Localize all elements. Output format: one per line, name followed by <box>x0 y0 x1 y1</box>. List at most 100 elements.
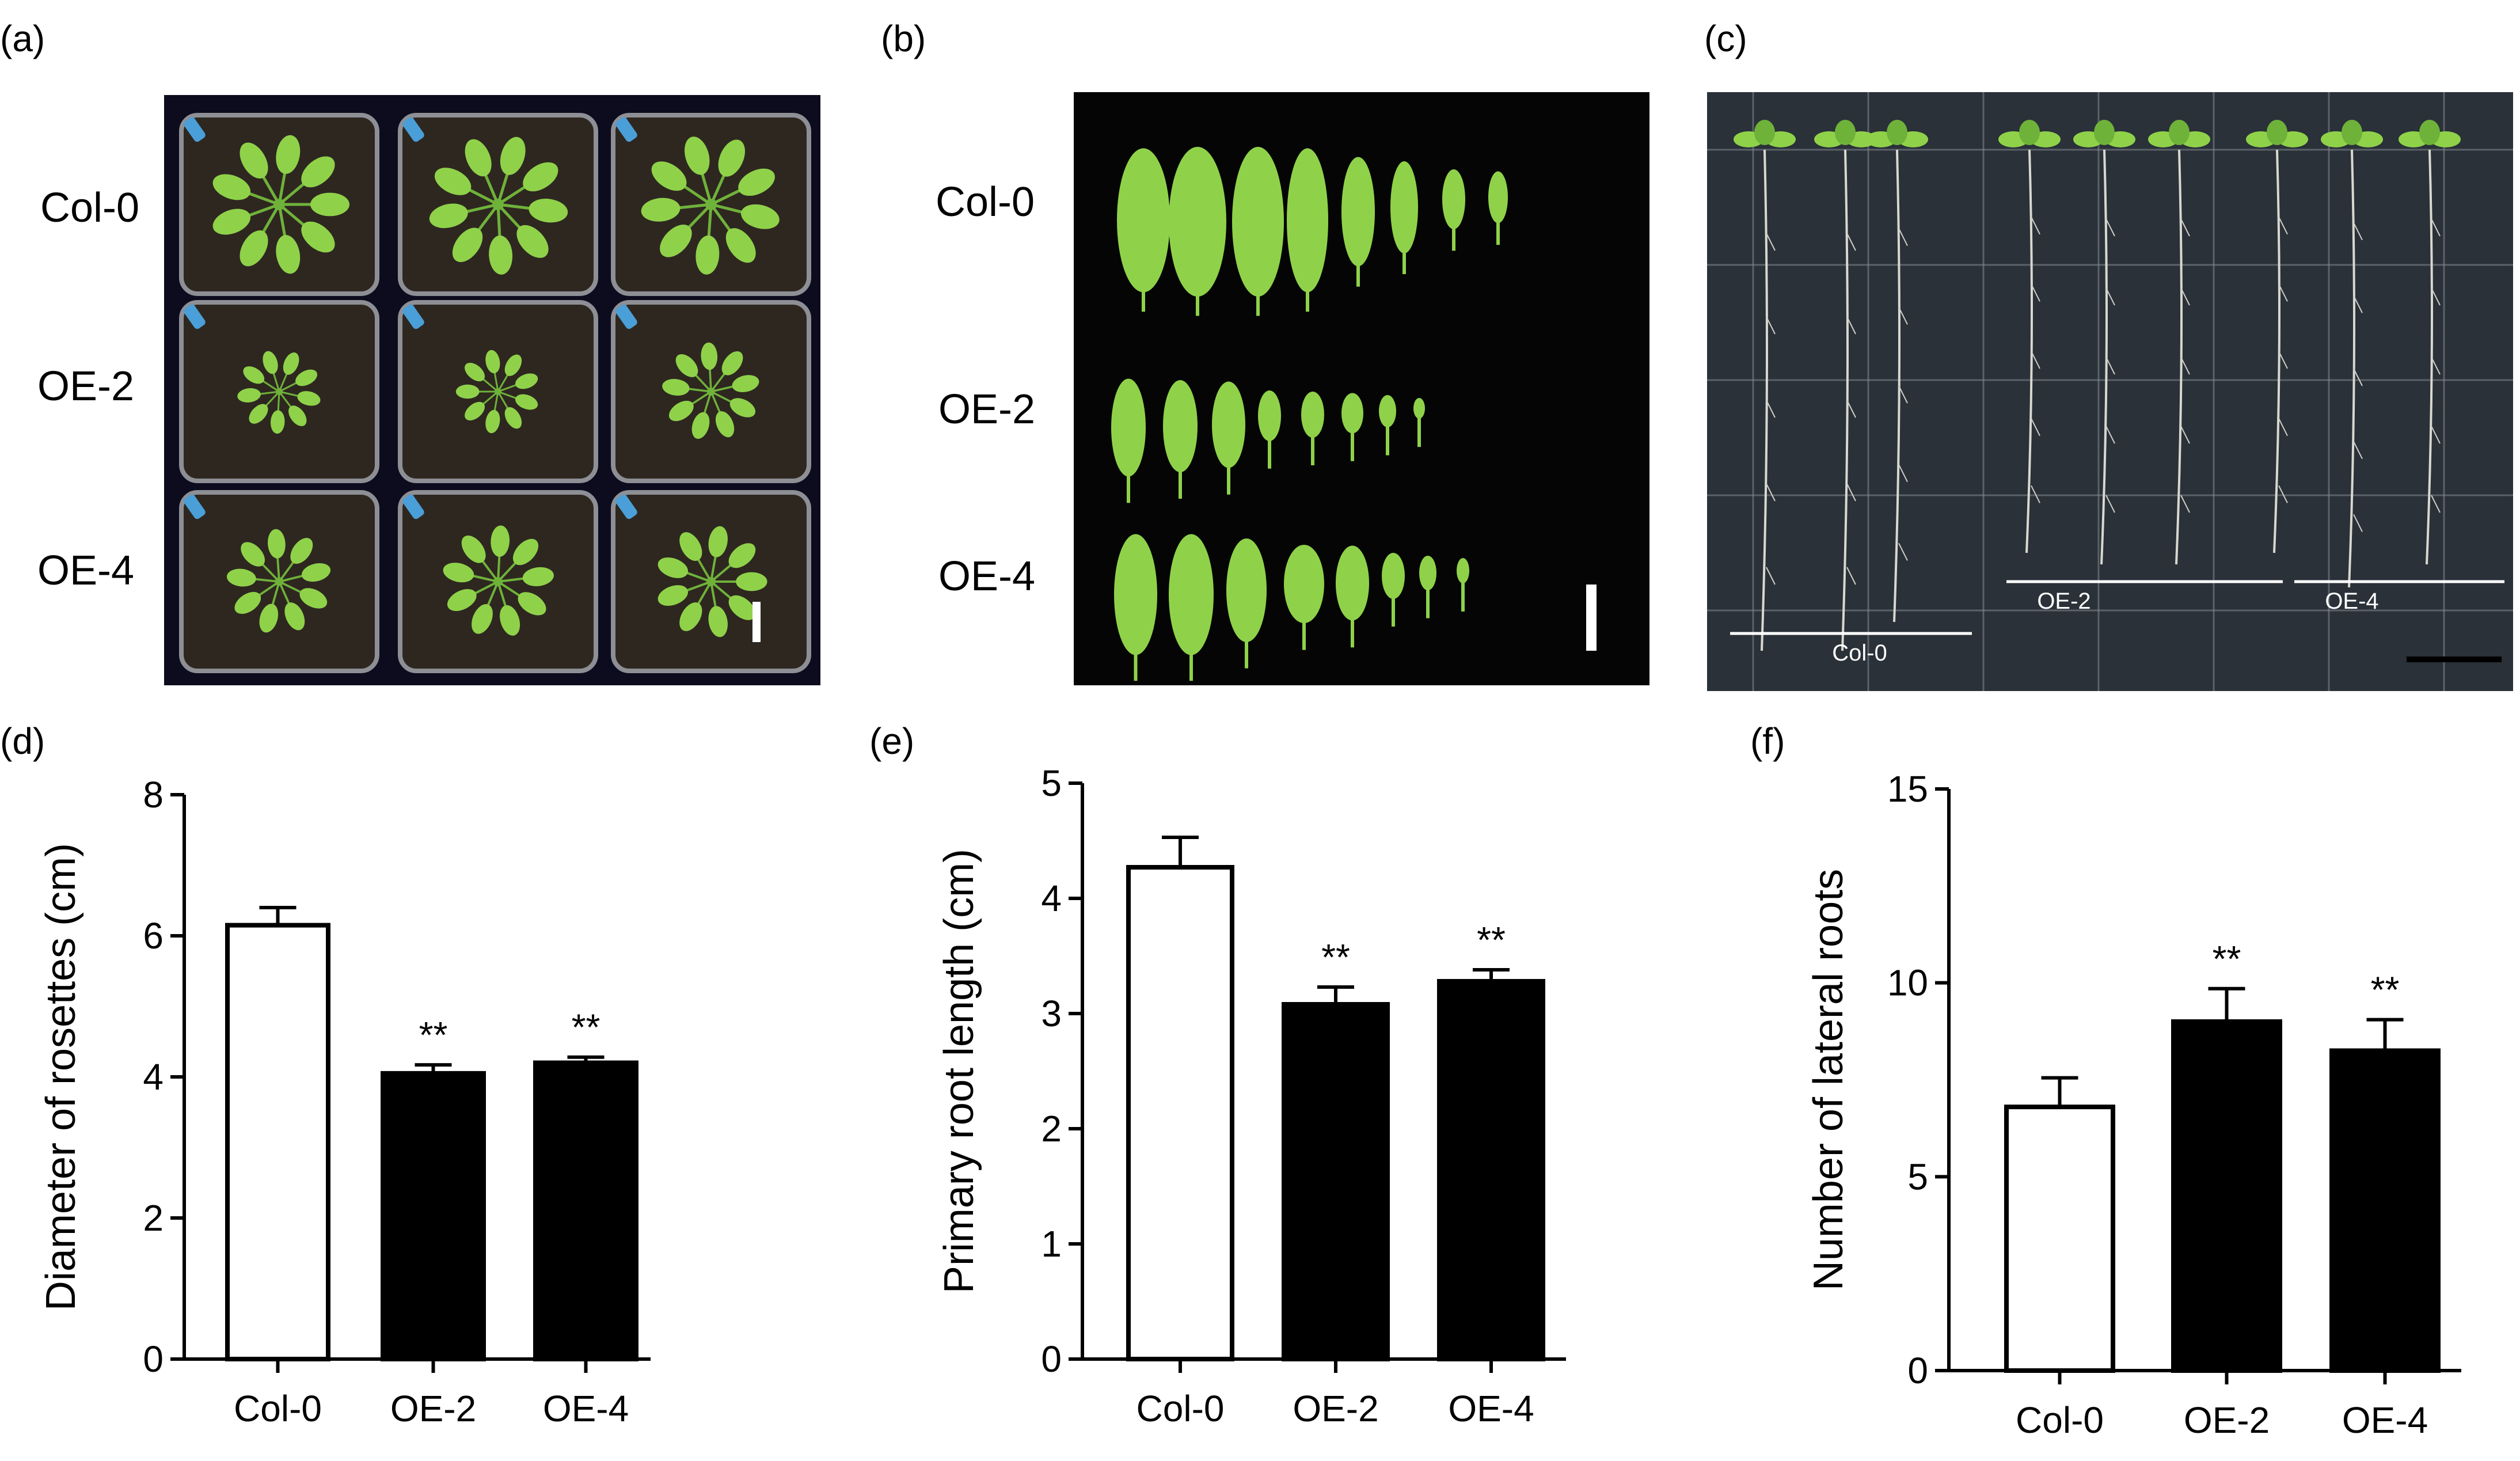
plant-tag <box>184 304 206 329</box>
leaf-blade <box>1341 157 1375 267</box>
leaf <box>732 375 759 393</box>
leaf <box>515 373 538 389</box>
leaf <box>641 198 681 222</box>
y-tick-label: 10 <box>1887 962 1928 1004</box>
significance-mark: ** <box>2213 938 2241 980</box>
leaf <box>660 225 692 257</box>
rosette-center <box>273 199 285 210</box>
plant-tag <box>615 117 637 142</box>
leaf <box>276 234 301 274</box>
leaf-blade <box>1419 556 1436 590</box>
leaf <box>725 228 756 263</box>
lateral-root <box>1898 306 1908 325</box>
lateral-root <box>2031 351 2040 369</box>
leaf <box>283 352 299 375</box>
leaf <box>443 563 474 583</box>
y-tick-label: 2 <box>143 1197 164 1239</box>
row-label-oe4-b: OE-4 <box>938 553 1036 599</box>
leaf <box>708 526 728 557</box>
leaf-blade <box>1212 381 1245 468</box>
lateral-root <box>2105 495 2115 513</box>
leaf <box>276 135 301 174</box>
leaf <box>243 366 265 384</box>
leaf <box>668 400 694 422</box>
leaf <box>259 604 279 633</box>
leaf <box>429 203 468 229</box>
x-tick-label: OE-4 <box>2342 1399 2428 1441</box>
lateral-root <box>1846 316 1856 335</box>
leaf <box>728 595 756 620</box>
x-tick-label: OE-4 <box>543 1388 629 1429</box>
lateral-root <box>2278 418 2288 437</box>
leaf <box>270 410 285 434</box>
leaf <box>465 139 492 177</box>
lateral-root <box>1846 483 1856 502</box>
leaf <box>241 542 265 567</box>
leaf-blade <box>1413 398 1425 419</box>
bar-col-0 <box>225 923 330 1361</box>
chart-f: 0 5 10 15 Number of lateral roots Col-0 OE-2 **… <box>1802 760 2464 1451</box>
leaf <box>718 139 745 177</box>
leaf-blade <box>1382 553 1405 599</box>
leaf <box>695 235 720 275</box>
leaf <box>240 230 268 267</box>
lateral-root <box>2031 418 2040 437</box>
x-tick-label: OE-2 <box>2184 1399 2270 1441</box>
lateral-root <box>2431 218 2441 237</box>
leaf <box>489 235 513 275</box>
leaf <box>240 142 268 179</box>
leaf <box>504 407 522 429</box>
lateral-root <box>2031 283 2040 302</box>
lateral-root <box>2031 485 2040 503</box>
significance-mark: ** <box>1321 936 1350 978</box>
lateral-root <box>2431 287 2441 306</box>
lateral-root <box>2278 283 2288 302</box>
significance-mark: ** <box>572 1007 600 1048</box>
leaf <box>288 405 307 427</box>
lateral-root <box>2353 441 2363 460</box>
leaf <box>302 563 331 582</box>
leaf <box>708 606 728 637</box>
leaf-blade <box>1341 393 1363 434</box>
y-tick-label: 1 <box>1041 1223 1062 1265</box>
y-tick-label: 6 <box>143 915 164 957</box>
lateral-root <box>1846 567 1856 585</box>
rosette-photo-svg <box>164 95 820 685</box>
rosette-center <box>495 388 501 395</box>
leaf-blade <box>1226 538 1267 642</box>
lateral-root <box>1766 400 1776 418</box>
y-tick-label: 5 <box>1907 1156 1928 1197</box>
leaf <box>675 354 698 377</box>
leaf-photo-svg <box>1074 92 1649 685</box>
leaf <box>297 391 321 406</box>
lateral-root <box>2180 426 2190 444</box>
leaf <box>715 411 735 438</box>
lateral-root <box>1766 567 1776 585</box>
lateral-root <box>2105 287 2115 306</box>
leaf <box>299 588 328 609</box>
leaf <box>268 529 286 559</box>
lateral-root <box>2278 485 2288 503</box>
leaf-blade <box>1258 390 1281 441</box>
leaf <box>290 538 313 564</box>
lateral-root <box>2353 222 2363 241</box>
root-plate-svg <box>1707 92 2513 691</box>
significance-mark: ** <box>1477 919 1506 961</box>
lateral-root <box>1766 233 1776 251</box>
leaf <box>529 199 568 223</box>
scale-bar <box>2407 656 2502 662</box>
leaf <box>515 394 538 410</box>
lateral-root <box>2105 356 2115 375</box>
y-tick-label: 3 <box>1041 993 1062 1034</box>
y-tick-label: 0 <box>1907 1350 1928 1391</box>
significance-mark: ** <box>419 1014 448 1056</box>
rosette-center <box>706 577 716 586</box>
y-tick-label: 15 <box>1887 768 1928 810</box>
y-tick-label: 2 <box>1041 1108 1062 1149</box>
leaf-blade <box>1111 378 1146 477</box>
panel-letter-a: (a) <box>0 18 45 59</box>
plant-tag <box>402 117 424 142</box>
row-label-oe2-a: OE-2 <box>37 363 135 409</box>
lateral-root <box>1898 542 1908 561</box>
plant-tag <box>184 117 206 142</box>
